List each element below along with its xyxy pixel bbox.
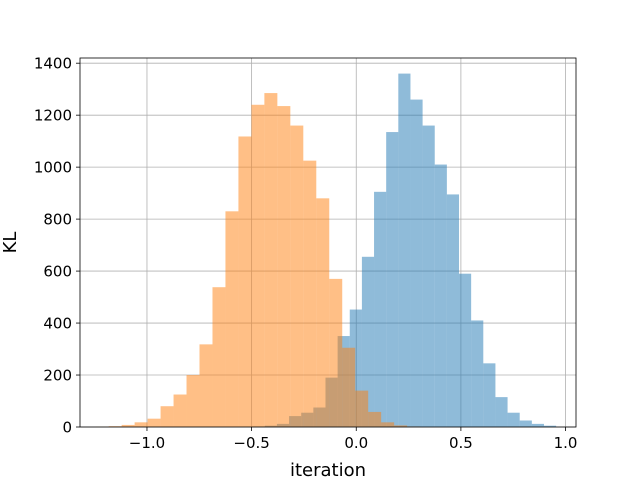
x-tick-label: −0.5 — [233, 434, 269, 452]
x-tick-label: 0.0 — [344, 434, 368, 452]
histogram-bar-series-1 — [508, 413, 520, 427]
y-tick-label: 1400 — [34, 55, 72, 73]
y-axis-label: KL — [0, 232, 21, 254]
histogram-bar-series-2 — [135, 422, 148, 427]
histogram-bar-series-2 — [238, 136, 251, 427]
histogram-bar-series-1 — [410, 100, 422, 427]
histogram-bar-series-1 — [532, 424, 544, 427]
y-tick-label: 200 — [43, 367, 72, 385]
histogram-bar-series-2 — [277, 106, 290, 427]
histogram-bar-series-1 — [483, 363, 495, 427]
y-tick-label: 400 — [43, 315, 72, 333]
histogram-bar-series-1 — [374, 192, 386, 427]
histogram-bar-series-2 — [381, 422, 394, 427]
y-tick-label: 800 — [43, 211, 72, 229]
histogram-bar-series-2 — [187, 375, 200, 427]
histogram-bar-series-2 — [200, 344, 213, 427]
histogram-bar-series-2 — [251, 105, 264, 427]
histogram-bar-series-2 — [264, 93, 277, 427]
histogram-bar-series-2 — [161, 406, 174, 427]
histogram-bar-series-2 — [148, 419, 161, 427]
histogram-bar-series-1 — [435, 165, 447, 427]
y-tick-label: 1200 — [34, 107, 72, 125]
histogram-bar-series-2 — [368, 412, 381, 427]
histogram-bar-series-2 — [212, 287, 225, 427]
histogram-bar-series-2 — [174, 395, 187, 427]
histogram-bar-series-1 — [398, 74, 410, 427]
histogram-bar-series-1 — [423, 126, 435, 427]
x-axis-label: iteration — [290, 460, 366, 480]
y-tick-label: 0 — [62, 419, 72, 437]
histogram-bar-series-2 — [329, 279, 342, 427]
histogram-bar-series-2 — [342, 348, 355, 427]
bars — [96, 74, 556, 427]
x-tick-label: 0.5 — [449, 434, 473, 452]
histogram-bar-series-2 — [355, 391, 368, 427]
x-tick-label: −1.0 — [129, 434, 165, 452]
histogram-bar-series-1 — [459, 274, 471, 427]
histogram-bar-series-2 — [225, 211, 238, 427]
histogram-bar-series-1 — [447, 194, 459, 427]
histogram-bar-series-2 — [290, 126, 303, 427]
y-tick-label: 1000 — [34, 159, 72, 177]
histogram-bar-series-1 — [495, 397, 507, 427]
x-tick-label: 1.0 — [554, 434, 578, 452]
histogram-bar-series-1 — [471, 320, 483, 427]
histogram-bar-series-1 — [386, 132, 398, 427]
y-tick-label: 600 — [43, 263, 72, 281]
histogram-bar-series-1 — [520, 421, 532, 427]
histogram-bar-series-2 — [316, 198, 329, 427]
histogram-bar-series-2 — [303, 161, 316, 427]
